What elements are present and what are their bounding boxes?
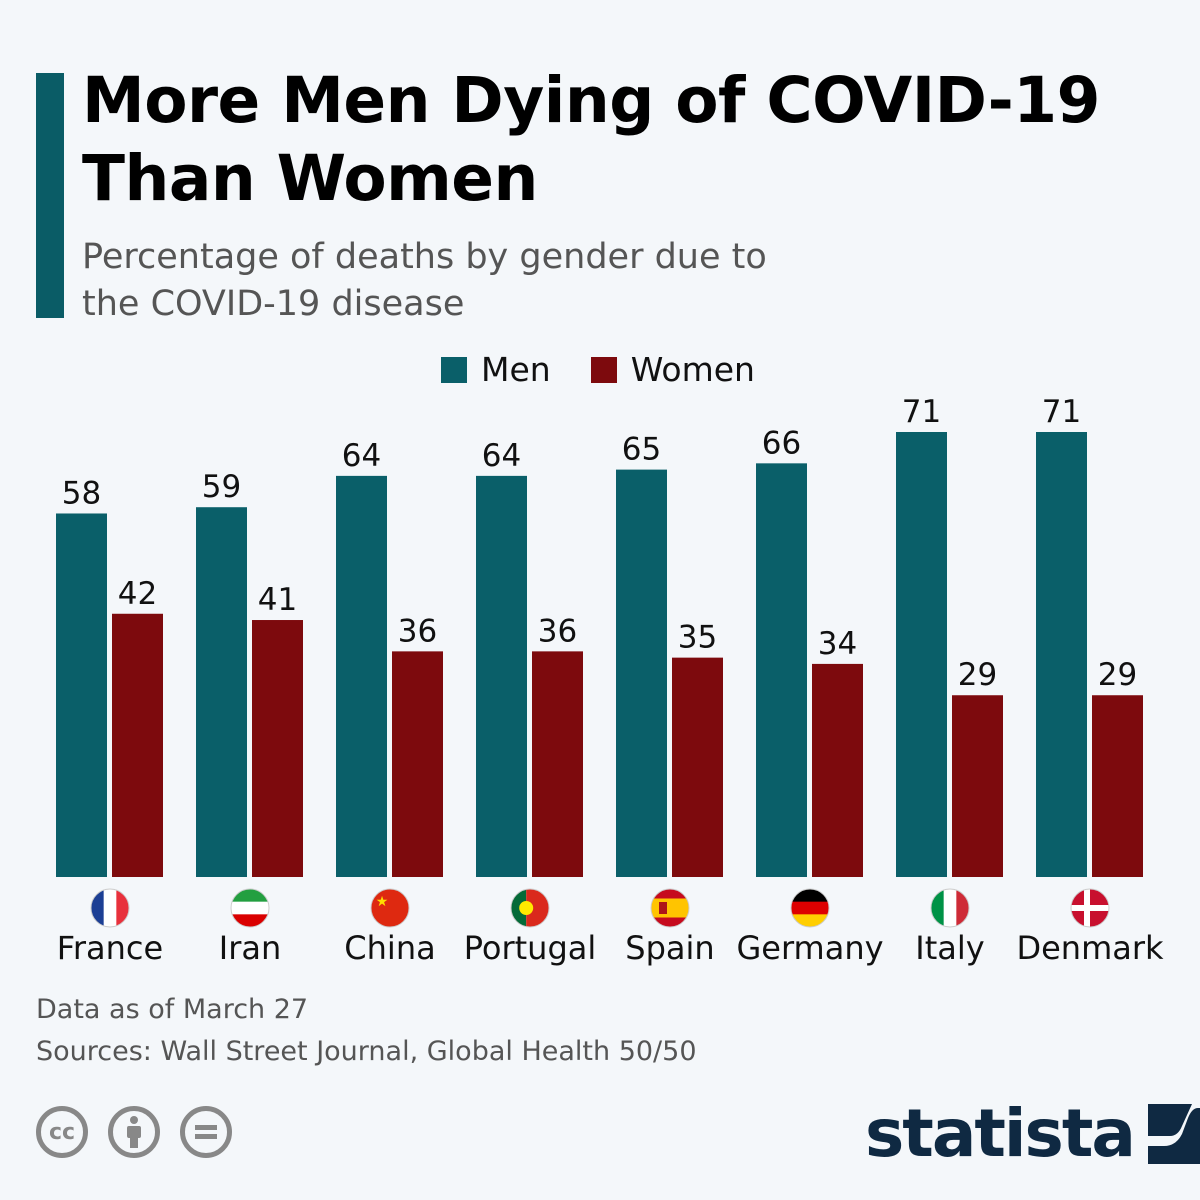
legend-label-men: Men — [481, 350, 551, 389]
bar-women-portugal — [532, 651, 583, 877]
france-flag-icon — [90, 888, 130, 928]
category-label-denmark: Denmark — [1016, 929, 1164, 967]
bar-men-spain — [616, 469, 667, 877]
bar-men-iran — [196, 507, 247, 877]
bar-men-denmark — [1036, 432, 1087, 877]
iran-flag-icon — [230, 888, 270, 928]
data-date-note: Data as of March 27 — [36, 994, 309, 1025]
germany-flag-icon — [790, 888, 830, 928]
sources-note: Sources: Wall Street Journal, Global Hea… — [36, 1036, 697, 1067]
category-label-italy: Italy — [915, 929, 984, 967]
bar-women-italy — [952, 695, 1003, 877]
cc-icon: cc — [36, 1106, 88, 1158]
category-label-germany: Germany — [736, 929, 883, 967]
bar-women-iran — [252, 620, 303, 877]
bar-women-denmark — [1092, 695, 1143, 877]
data-label-men-spain: 65 — [622, 432, 661, 468]
data-label-men-china: 64 — [342, 438, 381, 474]
category-label-portugal: Portugal — [464, 929, 597, 967]
data-label-women-italy: 29 — [958, 657, 997, 693]
svg-text:★: ★ — [376, 894, 389, 910]
bar-women-china — [392, 651, 443, 877]
portugal-flag-icon — [510, 888, 550, 928]
statista-logo[interactable]: statista — [865, 1095, 1200, 1172]
statista-mark-icon — [1147, 1103, 1200, 1164]
legend-swatch-women — [590, 356, 617, 383]
legend: Men Women — [441, 350, 795, 389]
bar-chart: 58 42 France 59 41 Iran 64 36 ★ China 64 36 Portugal… — [56, 394, 1164, 967]
data-label-women-portugal: 36 — [538, 613, 577, 649]
data-label-women-spain: 35 — [678, 620, 717, 656]
page-title: More Men Dying of COVID-19 Than Women — [82, 64, 1100, 215]
data-label-women-france: 42 — [118, 576, 157, 612]
bar-men-china — [336, 475, 387, 877]
category-label-spain: Spain — [625, 929, 714, 967]
legend-label-women: Women — [630, 350, 755, 389]
china-flag-icon: ★ — [370, 888, 410, 928]
data-label-men-germany: 66 — [762, 425, 801, 461]
bar-women-france — [112, 613, 163, 877]
statista-wordmark: statista — [865, 1095, 1136, 1172]
no-derivatives-icon — [180, 1106, 232, 1158]
spain-flag-icon — [650, 888, 690, 928]
bar-men-italy — [896, 432, 947, 877]
legend-item-women: Women — [590, 350, 755, 389]
attribution-icon — [108, 1106, 160, 1158]
bar-women-spain — [672, 657, 723, 877]
data-label-women-denmark: 29 — [1098, 657, 1137, 693]
cc-text: cc — [48, 1119, 76, 1145]
data-label-men-italy: 71 — [902, 394, 941, 430]
italy-flag-icon — [930, 888, 970, 928]
data-label-men-france: 58 — [62, 475, 101, 511]
data-label-women-iran: 41 — [258, 582, 297, 618]
data-label-men-portugal: 64 — [482, 438, 521, 474]
page-subtitle: Percentage of deaths by gender due to th… — [82, 237, 767, 324]
data-label-men-denmark: 71 — [1042, 394, 1081, 430]
legend-swatch-men — [441, 356, 467, 383]
legend-item-men: Men — [441, 350, 551, 389]
category-label-france: France — [57, 929, 163, 967]
data-label-men-iran: 59 — [202, 469, 241, 505]
bar-men-portugal — [476, 475, 527, 877]
bar-men-france — [56, 513, 107, 877]
denmark-flag-icon — [1070, 888, 1110, 928]
category-label-china: China — [344, 929, 435, 967]
title-accent-bar — [36, 73, 64, 318]
bar-women-germany — [812, 663, 863, 877]
bar-men-germany — [756, 463, 807, 877]
data-label-women-china: 36 — [398, 613, 437, 649]
data-label-women-germany: 34 — [818, 626, 857, 662]
category-label-iran: Iran — [219, 929, 281, 967]
